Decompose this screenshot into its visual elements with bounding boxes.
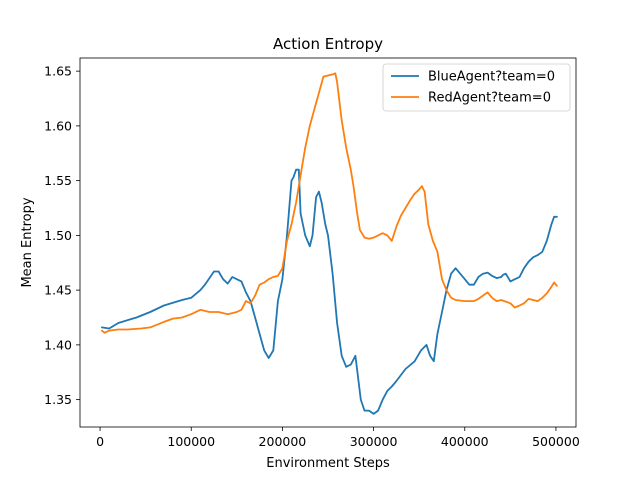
- plot-frame: [79, 57, 577, 428]
- series-line-red-agent: [101, 72, 558, 334]
- legend-label-red-agent: RedAgent?team=0: [428, 91, 551, 106]
- chart-title: Action Entropy: [273, 35, 383, 53]
- legend-label-blue-agent: BlueAgent?team=0: [428, 70, 555, 85]
- x-axis-title: Environment Steps: [266, 456, 390, 471]
- y-tick-label: 1.35: [44, 392, 72, 407]
- series-line-blue-agent: [101, 168, 558, 415]
- x-tick-label: 400000: [441, 434, 489, 449]
- x-tick-label: 0: [96, 434, 104, 449]
- y-tick-label: 1.45: [44, 283, 72, 298]
- x-tick-label: 200000: [259, 434, 307, 449]
- y-tick-label: 1.55: [44, 173, 72, 188]
- y-tick-label: 1.50: [44, 228, 72, 243]
- y-tick-label: 1.40: [44, 337, 72, 352]
- x-axis-ticks: 0 100000 200000 300000 400000 500000: [96, 427, 580, 449]
- y-tick-label: 1.60: [44, 118, 72, 133]
- legend-box: [382, 63, 571, 112]
- plot-lines: [101, 72, 558, 415]
- x-tick-label: 100000: [167, 434, 215, 449]
- y-tick-label: 1.65: [44, 64, 72, 79]
- y-axis-title: Mean Entropy: [20, 197, 35, 287]
- y-axis-ticks: 1.35 1.40 1.45 1.50 1.55 1.60 1.65: [44, 64, 80, 407]
- legend: BlueAgent?team=0 RedAgent?team=0: [382, 63, 571, 112]
- x-tick-label: 300000: [350, 434, 398, 449]
- x-tick-label: 500000: [532, 434, 580, 449]
